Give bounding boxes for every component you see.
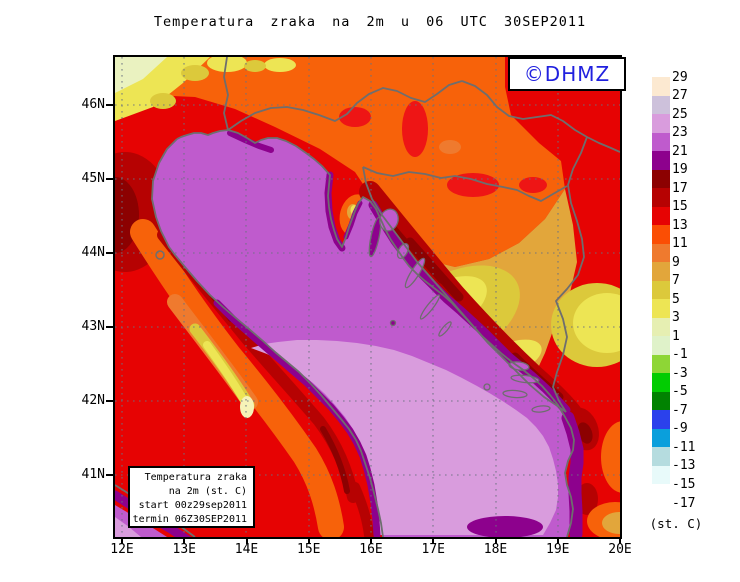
colorbar-swatch [652,428,670,448]
colorbar-tick-label: -9 [672,421,688,437]
colorbar-swatch [652,336,670,355]
colorbar-tick-label: -17 [672,495,696,511]
colorbar-tick-label: 1 [672,328,680,344]
lon-tick [121,539,123,544]
colorbar-swatch [652,280,670,300]
colorbar-tick-label: 17 [672,180,688,196]
colorbar-swatch [652,391,670,411]
lon-tick [245,539,248,544]
lon-tick [370,539,372,544]
colorbar-tick-label: -13 [672,458,696,474]
lon-label: 17E [421,542,445,557]
colorbar [652,77,670,503]
lat-tick [106,178,113,180]
colorbar-swatch [652,299,670,318]
colorbar-swatch [652,95,670,115]
lat-label: 45N [81,171,105,186]
colorbar-swatch [652,410,670,429]
graticule [115,57,620,537]
colorbar-tick-label: -5 [672,384,688,400]
colorbar-tick-label: -1 [672,347,688,363]
temperature-map-graphic [115,57,620,537]
lon-label: 18E [483,542,508,557]
lat-label: 41N [81,467,105,482]
page-title: Temperatura zraka na 2m u 06 UTC 30SEP20… [153,14,587,30]
lon-tick [619,539,621,544]
colorbar-tick-label: 15 [672,199,688,215]
region-north-orange [115,57,565,267]
colorbar-tick-label: 23 [672,125,688,141]
colorbar-tick-label: 29 [672,69,688,85]
lat-label: 44N [81,245,105,260]
colorbar-swatch [652,151,670,170]
colorbar-tick-label: 21 [672,143,688,159]
lat-tick [106,474,113,476]
colorbar-swatch [652,132,670,152]
colorbar-tick-label: 5 [672,291,680,307]
colorbar-swatch [652,262,670,281]
run-info-box: Temperatura zraka na 2m (st. C) start 00z2… [128,466,255,528]
lat-label: 43N [81,319,105,334]
dhmz-watermark-box: ©DHMZ [508,57,626,91]
colorbar-swatch [652,373,670,392]
colorbar-swatch [652,206,670,226]
run-info-line: na 2m (st. C) [168,486,247,497]
run-info-line: start 00z29sep2011 [138,500,247,511]
dhmz-watermark: ©DHMZ [523,62,611,86]
lat-tick [106,400,113,402]
lat-label: 46N [81,97,105,112]
colorbar-tick-label: -3 [672,365,688,381]
colorbar-swatch [652,225,670,244]
lon-tick [432,539,435,544]
colorbar-tick-label: 19 [672,162,688,178]
colorbar-swatch [652,317,670,337]
colorbar-unit-label: (st. C) [649,516,703,531]
colorbar-swatch [652,354,670,374]
run-info-line: termin 06Z30SEP2011 [132,514,247,525]
colorbar-tick-label: 11 [672,236,688,252]
colorbar-labels: 29 27 25 23 21 19 17 15 13 11 9 7 5 3 1 -1 -3 -5 -7 -9 -11 -1… [672,70,728,511]
lon-label: 20E [608,542,632,557]
coastline [151,129,575,537]
colorbar-swatch [652,77,670,96]
colorbar-tick-label: 7 [672,273,680,289]
colorbar-tick-label: -15 [672,476,696,492]
lon-label: 19E [546,542,570,557]
lat-tick [106,104,113,106]
lon-label: 12E [110,542,134,557]
colorbar-swatch [652,243,670,263]
lon-label: 14E [234,542,259,557]
lon-label: 16E [359,542,383,557]
lon-tick [494,539,497,544]
colorbar-swatch [652,169,670,189]
colorbar-swatch [652,188,670,207]
colorbar-tick-label: -11 [672,439,696,455]
lon-label: 15E [297,542,321,557]
lat-label: 42N [81,393,105,408]
colorbar-tick-label: -7 [672,402,688,418]
lat-tick [106,252,113,254]
colorbar-tick-label: 25 [672,106,688,122]
lon-label: 13E [172,542,196,557]
colorbar-swatch [652,447,670,466]
colorbar-swatch [652,484,670,503]
map-frame [113,55,622,539]
sea-warm-patch [251,340,558,535]
colorbar-tick-label: 27 [672,88,688,104]
lon-tick [556,539,559,544]
colorbar-swatch [652,114,670,133]
colorbar-tick-label: 3 [672,310,680,326]
lon-tick [307,539,310,544]
colorbar-tick-label: 9 [672,254,680,270]
colorbar-tick-label: 13 [672,217,688,233]
colorbar-swatch [652,465,670,485]
lon-tick [183,539,186,544]
run-info-line: Temperatura zraka [144,472,247,483]
lat-tick [106,326,113,328]
